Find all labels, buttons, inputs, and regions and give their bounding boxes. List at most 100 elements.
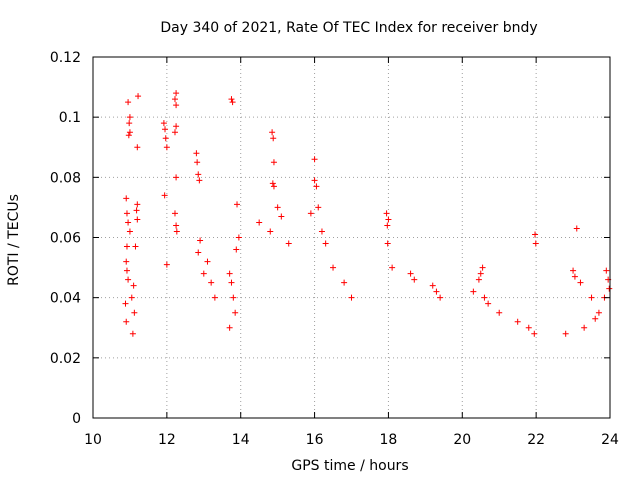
data-point bbox=[485, 300, 492, 307]
axis-ticks bbox=[92, 56, 611, 419]
data-point bbox=[603, 267, 610, 274]
data-point bbox=[126, 228, 133, 235]
data-point bbox=[173, 90, 180, 97]
data-point bbox=[208, 279, 215, 286]
data-point bbox=[171, 96, 178, 103]
data-point bbox=[128, 294, 135, 301]
data-point bbox=[385, 216, 392, 223]
data-point bbox=[232, 309, 239, 316]
y-axis-tick-labels: 0 0.02 0.04 0.06 0.08 0.1 0.12 bbox=[50, 50, 81, 427]
data-point bbox=[134, 216, 141, 223]
data-point bbox=[307, 210, 314, 217]
data-point bbox=[407, 270, 414, 277]
x-tick-label: 20 bbox=[453, 432, 471, 448]
data-point bbox=[226, 270, 233, 277]
data-point bbox=[230, 294, 237, 301]
data-point bbox=[123, 318, 130, 325]
data-point bbox=[384, 240, 391, 247]
data-point bbox=[532, 231, 539, 238]
data-point bbox=[229, 99, 236, 106]
data-point bbox=[204, 258, 211, 265]
y-tick-label: 0 bbox=[72, 411, 81, 427]
data-point bbox=[562, 330, 569, 337]
y-tick-label: 0.02 bbox=[50, 351, 81, 367]
data-point bbox=[173, 222, 180, 229]
data-point bbox=[126, 120, 133, 127]
y-tick-label: 0.1 bbox=[59, 110, 81, 126]
data-point bbox=[130, 282, 137, 289]
data-point bbox=[313, 183, 320, 190]
x-tick-label: 16 bbox=[306, 432, 324, 448]
data-point bbox=[163, 144, 170, 151]
data-point bbox=[479, 264, 486, 271]
data-point bbox=[588, 294, 595, 301]
x-axis-tick-labels: 10 12 14 16 18 20 22 24 bbox=[84, 432, 619, 448]
data-point bbox=[131, 309, 138, 316]
data-point bbox=[126, 129, 133, 136]
data-point bbox=[133, 207, 140, 214]
data-point bbox=[433, 288, 440, 295]
data-point bbox=[235, 234, 242, 241]
data-point bbox=[123, 267, 130, 274]
data-point bbox=[129, 330, 136, 337]
data-point bbox=[173, 228, 180, 235]
data-point bbox=[429, 282, 436, 289]
data-point bbox=[384, 222, 391, 229]
data-point bbox=[195, 171, 202, 178]
data-point bbox=[195, 249, 202, 256]
data-point bbox=[270, 159, 277, 166]
data-point bbox=[570, 267, 577, 274]
data-point bbox=[160, 120, 167, 127]
data-point bbox=[125, 219, 132, 226]
data-point bbox=[348, 294, 355, 301]
x-tick-label: 18 bbox=[380, 432, 398, 448]
data-point bbox=[383, 210, 390, 217]
x-tick-label: 22 bbox=[527, 432, 545, 448]
y-tick-label: 0.04 bbox=[50, 291, 81, 307]
x-tick-label: 24 bbox=[601, 432, 619, 448]
data-point bbox=[531, 330, 538, 337]
data-point bbox=[134, 201, 141, 208]
data-point bbox=[171, 129, 178, 136]
data-point bbox=[389, 264, 396, 271]
data-point bbox=[125, 99, 132, 106]
data-point bbox=[228, 96, 235, 103]
data-point bbox=[122, 300, 129, 307]
data-point bbox=[161, 192, 168, 199]
data-point bbox=[171, 210, 178, 217]
grid-lines bbox=[93, 57, 610, 418]
data-points bbox=[122, 90, 613, 337]
data-point bbox=[163, 261, 170, 268]
data-point bbox=[211, 294, 218, 301]
y-tick-label: 0.06 bbox=[50, 231, 81, 247]
data-point bbox=[581, 324, 588, 331]
data-point bbox=[269, 180, 276, 187]
data-point bbox=[475, 276, 482, 283]
x-axis-label: GPS time / hours bbox=[291, 458, 408, 474]
data-point bbox=[318, 228, 325, 235]
data-point bbox=[315, 204, 322, 211]
x-tick-label: 14 bbox=[232, 432, 250, 448]
data-point bbox=[274, 204, 281, 211]
data-point bbox=[233, 246, 240, 253]
data-point bbox=[322, 240, 329, 247]
data-point bbox=[285, 240, 292, 247]
data-point bbox=[267, 228, 274, 235]
data-point bbox=[193, 150, 200, 157]
data-point bbox=[162, 126, 169, 133]
data-point bbox=[311, 177, 318, 184]
data-point bbox=[173, 174, 180, 181]
data-point bbox=[135, 93, 142, 100]
data-point bbox=[123, 210, 130, 217]
data-point bbox=[606, 285, 613, 292]
data-point bbox=[341, 279, 348, 286]
data-point bbox=[514, 318, 521, 325]
data-point bbox=[532, 240, 539, 247]
y-tick-label: 0.08 bbox=[50, 170, 81, 186]
data-point bbox=[571, 273, 578, 280]
data-point bbox=[477, 270, 484, 277]
x-tick-label: 10 bbox=[84, 432, 102, 448]
data-point bbox=[123, 195, 130, 202]
